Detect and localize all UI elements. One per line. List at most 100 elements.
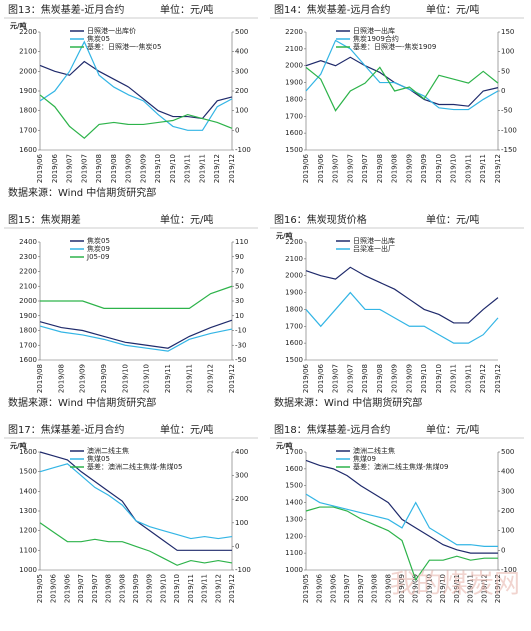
chart-title: 图17：焦煤基差-近月合约	[8, 423, 124, 436]
x-tick-label: 2019/08	[95, 154, 103, 183]
legend-label: 吕梁准一出厂	[353, 244, 395, 253]
y2-tick-label: 400	[501, 468, 514, 476]
unit-label: 单位：元/吨	[160, 213, 213, 226]
legend-label: 日照港一出库	[353, 236, 395, 245]
y-axis-label: 元/吨	[276, 231, 293, 240]
x-tick-label: 2019/12	[214, 574, 222, 603]
y-tick-label: 1500	[285, 356, 303, 364]
x-tick-label: 2019/12	[479, 364, 487, 393]
y-tick-label: 2100	[285, 255, 303, 263]
x-tick-label: 2019/06	[316, 573, 324, 603]
legend-label: 焦煤05	[87, 454, 110, 463]
chart-title: 图13：焦炭基差-近月合约	[8, 3, 124, 16]
series-line	[39, 60, 233, 120]
x-tick-label: 2019/07	[66, 154, 74, 183]
y2-tick-label: 100	[235, 107, 248, 115]
watermark: 我的煤炭网	[390, 570, 520, 600]
y2-tick-label: -100	[501, 126, 517, 134]
x-tick-label: 2019/07	[357, 574, 365, 603]
y2-tick-label: 70	[235, 268, 244, 276]
x-tick-label: 2019/07	[343, 574, 351, 603]
chart-panel: 图18：焦煤基差-远月合约 单位：元/吨元/吨100011001200130014…	[270, 423, 524, 603]
y-tick-label: 1800	[285, 95, 303, 103]
x-tick-label: 2019/11	[479, 154, 487, 183]
y2-tick-label: 0	[501, 546, 505, 554]
x-tick-label: 2019/06	[51, 153, 59, 183]
y2-tick-label: -100	[235, 566, 251, 574]
unit-label: 单位：元/吨	[160, 423, 213, 436]
x-tick-label: 2019/10	[143, 364, 151, 393]
x-tick-label: 2019/10	[425, 574, 433, 603]
x-tick-label: 2019/09	[139, 154, 147, 183]
y2-tick-label: 50	[235, 282, 244, 290]
y-tick-label: 1700	[285, 322, 303, 330]
y2-tick-label: 100	[235, 519, 248, 527]
series-line	[305, 39, 499, 111]
y-tick-label: 2200	[285, 238, 303, 246]
x-tick-label: 2019/05	[36, 574, 44, 603]
y-tick-label: 2300	[19, 253, 37, 261]
x-tick-label: 2019/06	[317, 153, 325, 183]
unit-label: 单位：元/吨	[160, 3, 213, 16]
x-tick-label: 2019/07	[91, 574, 99, 603]
y2-tick-label: 50	[501, 67, 510, 75]
y2-tick-label: 500	[235, 28, 248, 36]
y2-tick-label: 100	[501, 48, 514, 56]
series-line	[39, 463, 233, 540]
x-tick-label: 2019/10	[154, 154, 162, 183]
y2-tick-label: -150	[501, 146, 517, 154]
x-tick-label: 2019/09	[132, 574, 140, 603]
series-line	[39, 522, 233, 566]
y-tick-label: 1200	[285, 532, 303, 540]
y-tick-label: 1300	[19, 507, 37, 515]
x-tick-label: 2019/07	[332, 364, 340, 393]
y-tick-label: 1500	[285, 146, 303, 154]
x-tick-label: 2019/12	[228, 154, 236, 183]
x-tick-label: 2019/10	[159, 574, 167, 603]
x-tick-label: 2019/09	[405, 154, 413, 183]
y2-tick-label: -10	[235, 327, 246, 335]
y-tick-label: 2000	[285, 272, 303, 280]
y-tick-label: 1400	[19, 487, 37, 495]
y-tick-label: 1600	[285, 129, 303, 137]
y-tick-label: 1800	[285, 305, 303, 313]
legend-label: 焦炭09	[87, 244, 110, 253]
x-tick-label: 2019/06	[36, 153, 44, 183]
legend-label: 基差：日照港一-焦炭05	[87, 42, 161, 51]
y-tick-label: 1500	[19, 468, 37, 476]
series-line	[39, 94, 233, 139]
y-tick-label: 1900	[285, 289, 303, 297]
legend-label: 澳洲二线主焦	[353, 446, 395, 455]
x-tick-label: 2019/11	[464, 154, 472, 183]
x-tick-label: 2019/06	[329, 573, 337, 603]
x-tick-label: 2019/10	[450, 154, 458, 183]
x-tick-label: 2019/08	[118, 574, 126, 603]
series-line	[305, 459, 498, 554]
y2-tick-label: 0	[235, 126, 239, 134]
series-line	[305, 266, 499, 324]
x-tick-label: 2019/10	[169, 154, 177, 183]
x-tick-label: 2019/06	[302, 363, 310, 393]
y-tick-label: 1600	[19, 146, 37, 154]
legend-label: 基差：日照港一-焦炭1909	[353, 42, 436, 51]
x-tick-label: 2019/08	[110, 154, 118, 183]
y-tick-label: 1600	[285, 339, 303, 347]
legend-label: 焦炭1909合约	[353, 34, 399, 43]
y-axis-label: 元/吨	[10, 441, 27, 450]
chart-panel: 图13：焦炭基差-近月合约 单位：元/吨元/吨 1600 1700 1800 1900 20…	[4, 3, 258, 199]
legend-label: 基差：澳洲二线主焦煤-焦煤09	[353, 462, 448, 471]
x-tick-label: 2019/12	[494, 154, 502, 183]
x-tick-label: 2019/10	[439, 574, 447, 603]
x-tick-label: 2019/07	[346, 364, 354, 393]
y-tick-label: 1700	[285, 112, 303, 120]
chart-panel: 图17：焦煤基差-近月合约 单位：元/吨元/吨100011001200130014…	[4, 423, 258, 603]
chart-panel: 图14：焦炭基差-远月合约 单位：元/吨150016001700180019002…	[270, 3, 524, 183]
x-tick-label: 2019/05	[302, 574, 310, 603]
chart-title: 图14：焦炭基差-远月合约	[274, 3, 390, 16]
source-note: 数据来源：Wind 中信期货研究部	[274, 396, 422, 409]
y2-tick-label: 0	[501, 87, 505, 95]
x-tick-label: 2019/12	[213, 154, 221, 183]
x-tick-label: 2019/09	[398, 574, 406, 603]
x-tick-label: 2019/11	[184, 154, 192, 183]
unit-label: 单位：元/吨	[426, 423, 479, 436]
